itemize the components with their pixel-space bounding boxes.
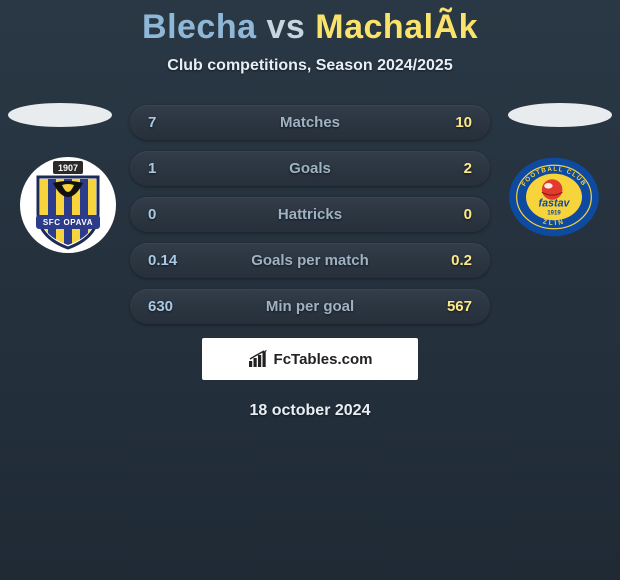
brand-text: FcTables.com (274, 351, 373, 368)
player-right-name: MachalÃ­k (315, 8, 478, 46)
crest-right-year: 1919 (547, 211, 561, 217)
club-crest-left: 1907 SFC OPAVA (18, 155, 118, 255)
bar-chart-icon (248, 350, 268, 368)
crest-year: 1907 (58, 163, 78, 173)
stat-label: Hattricks (278, 206, 342, 223)
opava-crest-icon: 1907 SFC OPAVA (18, 155, 118, 255)
stat-left-value: 0.14 (148, 252, 177, 269)
stat-bars: 7 Matches 10 1 Goals 2 0 Hattricks 0 0.1… (130, 105, 490, 324)
stat-right-value: 0.2 (451, 252, 472, 269)
stat-right-value: 0 (464, 206, 472, 223)
stat-left-value: 1 (148, 160, 156, 177)
stat-label: Min per goal (266, 298, 354, 315)
vs-separator: vs (266, 8, 305, 46)
zlin-crest-icon: FOOTBALL CLUB ZLÍN fastav 1919 (506, 155, 602, 239)
crest-right-brand: fastav (539, 197, 571, 209)
stat-label: Goals per match (251, 252, 369, 269)
stat-left-value: 0 (148, 206, 156, 223)
stat-right-value: 10 (455, 114, 472, 131)
brand-link[interactable]: FcTables.com (202, 338, 418, 380)
stat-left-value: 630 (148, 298, 173, 315)
club-crest-right: FOOTBALL CLUB ZLÍN fastav 1919 (506, 155, 602, 239)
stat-left-value: 7 (148, 114, 156, 131)
stat-right-value: 567 (447, 298, 472, 315)
player-left-shadow (8, 103, 112, 127)
comparison-title: Blecha vs MachalÃ­k (0, 0, 620, 47)
stat-bar: 630 Min per goal 567 (130, 289, 490, 324)
player-left-name: Blecha (142, 8, 257, 46)
player-right-shadow (508, 103, 612, 127)
stat-label: Goals (289, 160, 331, 177)
stat-bar: 7 Matches 10 (130, 105, 490, 140)
stat-bar: 0.14 Goals per match 0.2 (130, 243, 490, 278)
stats-section: 1907 SFC OPAVA (0, 105, 620, 420)
season-subtitle: Club competitions, Season 2024/2025 (0, 57, 620, 75)
stat-right-value: 2 (464, 160, 472, 177)
stat-bar: 0 Hattricks 0 (130, 197, 490, 232)
crest-left-banner: SFC OPAVA (43, 218, 93, 227)
stat-bar: 1 Goals 2 (130, 151, 490, 186)
stat-label: Matches (280, 114, 340, 131)
comparison-date: 18 october 2024 (0, 402, 620, 420)
